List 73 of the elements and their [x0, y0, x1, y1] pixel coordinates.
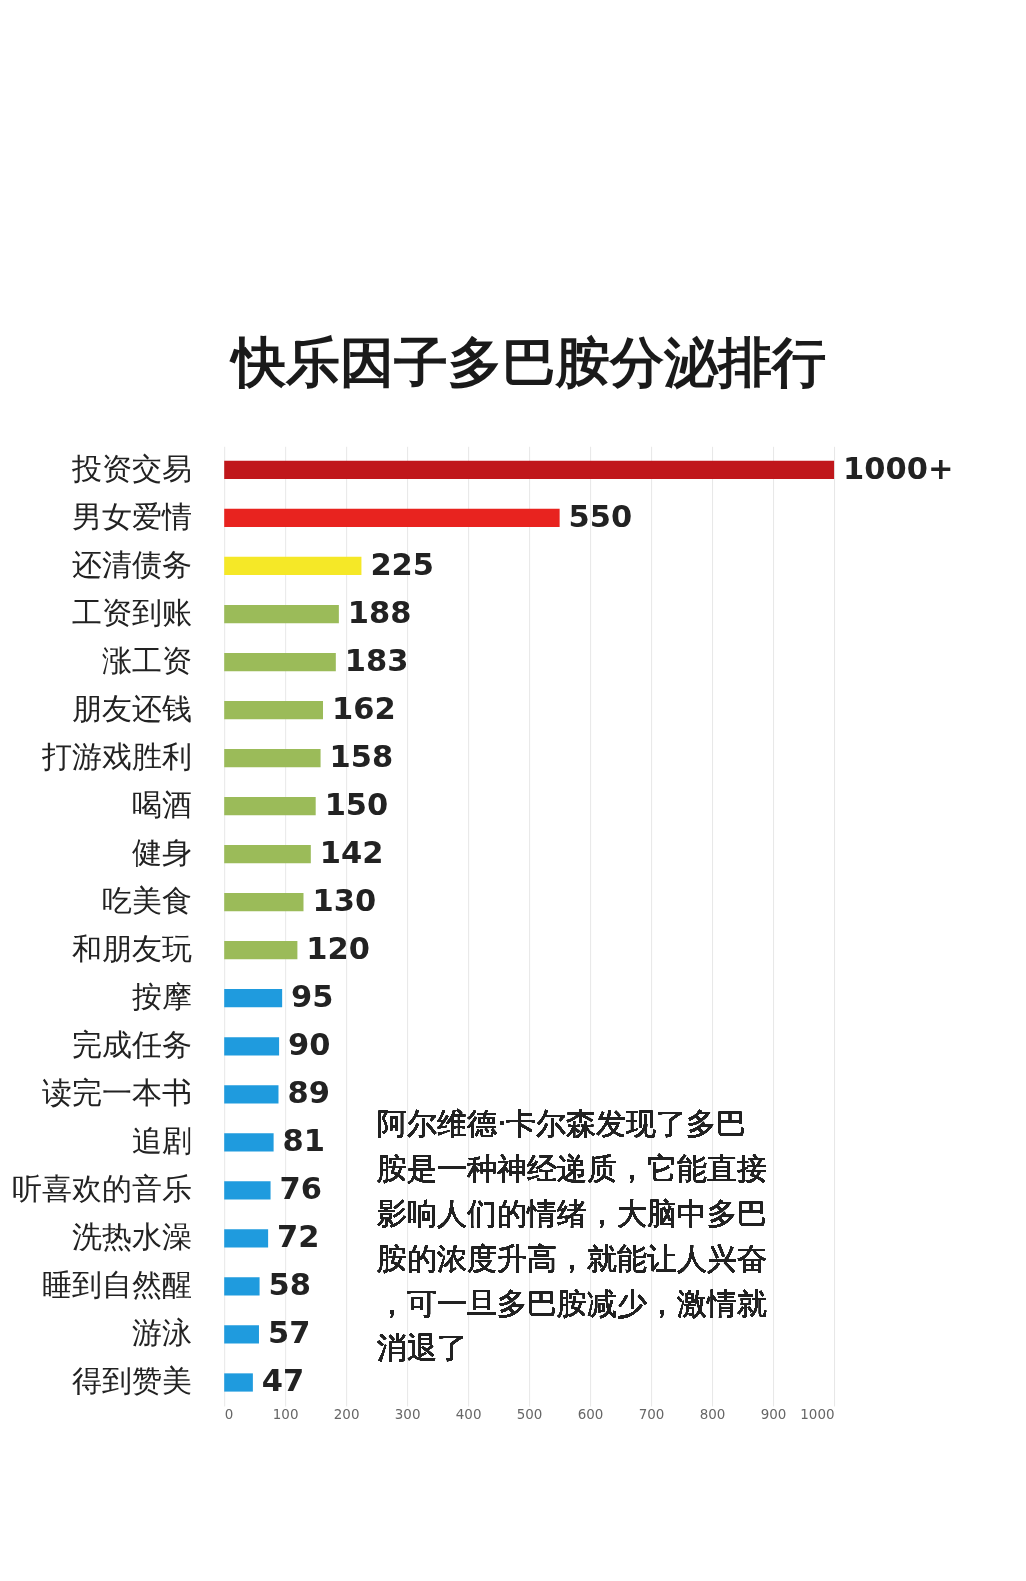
data-label: 47 — [261, 1363, 305, 1399]
data-label: 57 — [267, 1315, 311, 1351]
y-tick-label: 游泳 — [132, 1315, 193, 1351]
bar — [224, 508, 560, 528]
x-tick-label: 0 — [224, 1407, 234, 1423]
annotation: 阿尔维德·卡尔森发现了多巴胺是一种神经递质，它能直接影响人们的情绪，大脑中多巴胺的浓度升高，就能让人兴奋，可一旦多巴胺减少，激情就消退了 — [376, 1106, 767, 1366]
data-label: 225 — [370, 546, 435, 582]
data-label: 162 — [331, 691, 396, 727]
data-label: 158 — [329, 739, 394, 775]
y-tick-label: 投资交易 — [71, 450, 193, 486]
y-tick-label: 按摩 — [132, 979, 193, 1015]
bar — [224, 1229, 269, 1248]
x-tick-label: 100 — [272, 1407, 299, 1423]
x-tick-label: 200 — [333, 1407, 360, 1423]
bar — [224, 1181, 271, 1200]
y-tick-label: 追剧 — [132, 1123, 193, 1159]
data-label: 89 — [287, 1075, 330, 1111]
x-tick-label: 400 — [455, 1407, 482, 1423]
data-label: 120 — [306, 931, 371, 967]
bar — [224, 652, 336, 672]
data-label: 550 — [568, 498, 633, 534]
data-label: 76 — [279, 1171, 322, 1207]
y-tick-label: 工资到账 — [72, 594, 193, 630]
y-tick-label: 和朋友玩 — [72, 931, 193, 967]
bar — [224, 1277, 260, 1296]
bar — [224, 460, 835, 480]
x-tick-label: 600 — [577, 1407, 604, 1423]
data-label: 81 — [282, 1123, 326, 1159]
data-label: 130 — [312, 883, 377, 919]
data-label: 58 — [268, 1267, 311, 1303]
bar — [224, 893, 304, 912]
bar — [224, 941, 298, 960]
bar — [224, 797, 316, 816]
y-tick-label: 完成任务 — [72, 1027, 193, 1063]
bar — [224, 1133, 274, 1152]
x-tick-label: 1000 — [800, 1407, 835, 1423]
y-tick-label: 还清债务 — [72, 546, 193, 582]
y-tick-label: 打游戏胜利 — [41, 739, 193, 775]
bar — [224, 1373, 253, 1392]
x-tick-label: 500 — [516, 1407, 543, 1423]
data-label: 1000+ — [843, 450, 954, 486]
y-tick-label: 读完一本书 — [42, 1075, 193, 1111]
data-label: 150 — [324, 787, 389, 823]
bar — [224, 1085, 279, 1104]
bar — [224, 604, 339, 624]
y-tick-label: 喝酒 — [132, 787, 193, 823]
data-label: 72 — [277, 1219, 320, 1255]
y-tick-label: 男女爱情 — [72, 498, 193, 534]
y-tick-label: 得到赞美 — [72, 1363, 193, 1399]
data-label: 95 — [291, 979, 334, 1015]
y-tick-label: 吃美食 — [102, 883, 193, 919]
bar — [224, 700, 324, 720]
y-tick-label: 朋友还钱 — [72, 691, 193, 727]
bar — [224, 1325, 259, 1344]
data-label: 188 — [347, 594, 412, 630]
bar — [224, 556, 362, 576]
y-tick-label: 洗热水澡 — [72, 1219, 193, 1255]
data-label: 90 — [288, 1027, 331, 1063]
x-tick-label: 300 — [394, 1407, 421, 1423]
data-label: 142 — [319, 835, 384, 871]
x-tick-label: 700 — [638, 1407, 665, 1423]
bar — [224, 748, 321, 768]
chart-title: 快乐因子多巴胺分泌排行 — [229, 330, 827, 394]
bar — [224, 1037, 280, 1056]
bar — [224, 845, 311, 864]
data-label: 183 — [344, 643, 409, 678]
y-tick-label: 健身 — [132, 835, 193, 871]
bar — [224, 989, 283, 1008]
x-tick-label: 800 — [699, 1407, 726, 1423]
y-tick-label: 睡到自然醒 — [42, 1267, 193, 1303]
y-tick-label: 听喜欢的音乐 — [12, 1171, 193, 1207]
x-tick-label: 900 — [760, 1407, 787, 1423]
y-tick-label: 涨工资 — [102, 643, 193, 678]
